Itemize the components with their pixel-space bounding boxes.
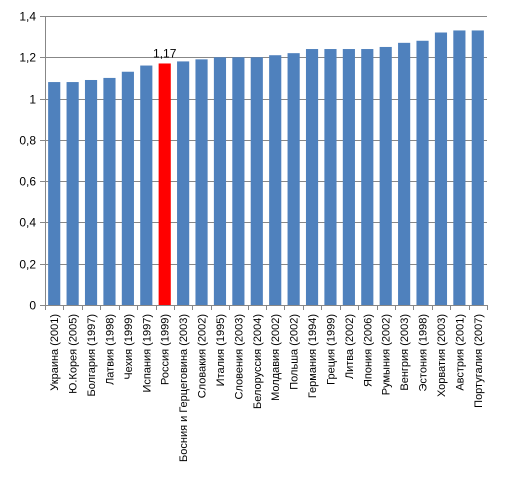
bar: [269, 55, 282, 305]
x-tick-label: Япония (2006): [362, 314, 374, 387]
bar: [287, 53, 300, 305]
bar: [177, 61, 190, 305]
bar: [103, 77, 116, 306]
axes: [40, 16, 488, 310]
x-tick-label: Словения (2003): [233, 314, 245, 399]
x-tick-label: Венгрия (2003): [399, 314, 411, 391]
x-tick-label: Италия (1995): [215, 314, 227, 386]
x-tick-label: Румыния (2002): [381, 314, 393, 395]
bar: [416, 40, 429, 306]
y-tick-label: 0,6: [19, 175, 36, 189]
x-tick-label: Испания (1997): [141, 314, 153, 393]
x-tick-label: Латвия (1998): [104, 314, 116, 385]
bar: [324, 49, 337, 305]
x-tick-label: Польша (2002): [289, 314, 301, 390]
bar: [66, 82, 79, 305]
y-tick-label: 1,4: [19, 10, 36, 24]
bar: [361, 49, 374, 305]
bar: [398, 42, 411, 306]
y-tick-label: 0,2: [19, 258, 36, 272]
bars: [48, 30, 484, 306]
x-tick-label: Хорватия (2003): [436, 314, 448, 397]
x-tick-label: Литва (2002): [344, 314, 356, 379]
bar: [195, 59, 208, 305]
x-tick-labels: Украина (2001) Ю.Корея (2005) Болгария (19…: [49, 314, 485, 462]
bar: [434, 32, 448, 305]
bar: [84, 79, 98, 306]
bar: [232, 57, 245, 305]
x-tick-label: Чехия (1999): [123, 314, 135, 380]
x-tick-label: Эстония (1998): [418, 314, 430, 391]
bar: [342, 49, 355, 305]
y-tick-label: 0,4: [19, 216, 36, 230]
data-label: 1,17: [153, 46, 177, 60]
x-tick-label: Австрия (2001): [454, 314, 466, 391]
bar: [213, 57, 227, 305]
y-tick-label: 1: [29, 93, 36, 107]
x-tick-label: Россия (1999): [160, 314, 172, 385]
bar: [140, 65, 153, 305]
data-labels: 1,17: [153, 46, 177, 60]
bar: [121, 71, 134, 306]
x-tick-label: Германия (1994): [307, 314, 319, 398]
bar: [305, 49, 319, 305]
x-tick-label: Украина (2001): [49, 314, 61, 391]
bar: [471, 30, 484, 305]
y-tick-labels: 0 0,2 0,4 0,6 0,8 1 1,2 1,4: [19, 10, 36, 313]
x-tick-label: Молдавия (2002): [270, 314, 282, 401]
x-tick-label: Португалия (2007): [473, 314, 485, 408]
bar: [250, 57, 263, 305]
x-tick-label: Босния и Герцеговина (2003): [178, 314, 190, 462]
bar: [48, 82, 61, 305]
x-tick-label: Белоруссия (2004): [252, 314, 264, 409]
gridlines: [45, 16, 487, 265]
x-tick-label: Болгария (1997): [86, 314, 98, 396]
bar: [453, 30, 466, 305]
bar-highlighted: [158, 63, 171, 306]
bar: [379, 46, 392, 306]
y-tick-label: 0,8: [19, 134, 36, 148]
x-tick-label: Греция (1999): [325, 314, 337, 385]
y-tick-label: 1,2: [19, 51, 36, 65]
x-tick-label: Словакия (2002): [197, 314, 209, 398]
y-tick-label: 0: [29, 299, 36, 313]
x-tick-label: Ю.Корея (2005): [68, 314, 80, 394]
